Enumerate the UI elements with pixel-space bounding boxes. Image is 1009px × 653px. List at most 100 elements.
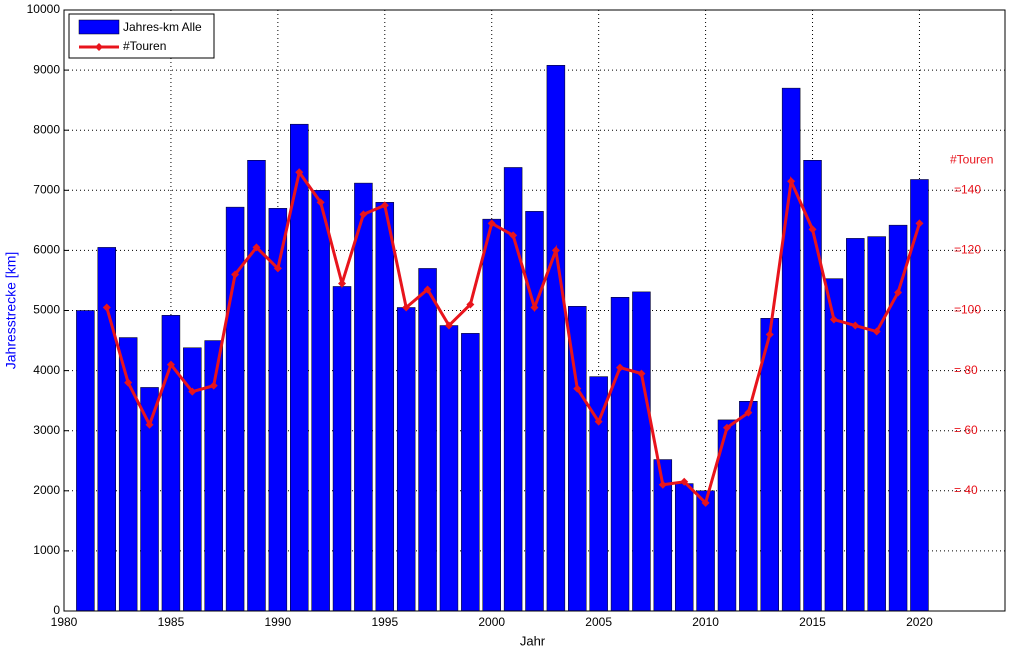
bar [482,218,501,612]
y2-tick-label: =140 [954,182,981,196]
x-tick-label: 2020 [906,615,933,629]
y-tick-label: 8000 [33,122,60,136]
marker [252,243,261,252]
legend-marker [95,43,103,51]
marker [273,264,282,273]
x-tick-label: 2015 [799,615,826,629]
y-tick-label: 5000 [33,303,60,317]
marker [487,219,496,228]
y-tick-label: 6000 [33,243,60,257]
marker [808,225,817,234]
bar [525,211,544,612]
bar [161,315,181,612]
legend-label: Jahres-km Alle [123,20,202,34]
y-tick-label: 1000 [33,543,60,557]
bar [674,483,694,612]
marker [722,423,731,432]
marker [637,369,646,378]
bar [888,224,908,612]
marker [466,300,475,309]
legend-label: #Touren [123,39,166,53]
marker [359,210,368,219]
marker [594,417,603,426]
marker [851,321,860,330]
marker [231,270,240,279]
y-tick-label: 7000 [33,182,60,196]
legend-swatch [78,19,120,35]
y2-tick-label: =100 [954,303,981,317]
marker [444,321,453,330]
y2-tick-label: = 80 [954,363,978,377]
x-tick-label: 2005 [585,615,612,629]
bar [332,286,352,612]
bar [439,325,459,612]
x-tick-label: 1985 [158,615,185,629]
bar [781,87,801,612]
marker [402,303,411,312]
bar [610,297,630,612]
marker [188,387,197,396]
plot-frame [63,9,1006,612]
bar [461,333,480,612]
marker [295,168,304,177]
marker [915,219,924,228]
y-axis-label: Jahresstrecke [km] [3,252,19,369]
x-tick-label: 1990 [265,615,292,629]
marker [530,303,539,312]
y2-tick-label: = 60 [954,423,978,437]
marker [509,231,518,240]
marker [765,330,774,339]
marker [680,477,689,486]
marker [744,408,753,417]
bar [396,307,416,612]
y2-axis-label: #Touren [950,152,993,166]
marker [209,381,218,390]
bar [867,236,886,612]
marker [551,246,560,255]
bar [846,238,865,612]
x-axis-label: Jahr [520,633,546,648]
marker [701,498,710,507]
marker [787,177,796,186]
marker [829,315,838,324]
marker [102,303,111,312]
bar [183,347,202,612]
x-tick-label: 2010 [692,615,719,629]
x-tick-label: 1995 [371,615,398,629]
y-tick-label: 9000 [33,62,60,76]
bar [824,278,844,612]
marker [872,327,881,336]
y2-tick-label: =120 [954,243,981,257]
marker [124,378,133,387]
bar [97,247,117,612]
bar [375,202,395,612]
x-tick-label: 2000 [478,615,505,629]
bar [546,65,566,612]
x-tick-label: 1980 [51,615,78,629]
marker [573,384,582,393]
y-tick-label: 0 [53,603,60,617]
marker [616,363,625,372]
bar [311,190,330,612]
marker [338,279,347,288]
marker [166,360,175,369]
y-tick-label: 2000 [33,483,60,497]
bar [418,268,437,612]
bar [76,310,95,612]
bar [247,160,266,612]
marker [894,288,903,297]
y-tick-label: 3000 [33,423,60,437]
y-tick-label: 10000 [27,2,61,16]
bar [354,182,373,612]
marker [658,480,667,489]
marker [316,198,325,207]
bar [632,291,651,612]
bar [696,490,715,612]
marker [380,201,389,210]
bar [739,401,758,612]
marker [145,420,154,429]
y2-tick-label: = 40 [954,483,978,497]
y-tick-label: 4000 [33,363,60,377]
marker [423,285,432,294]
